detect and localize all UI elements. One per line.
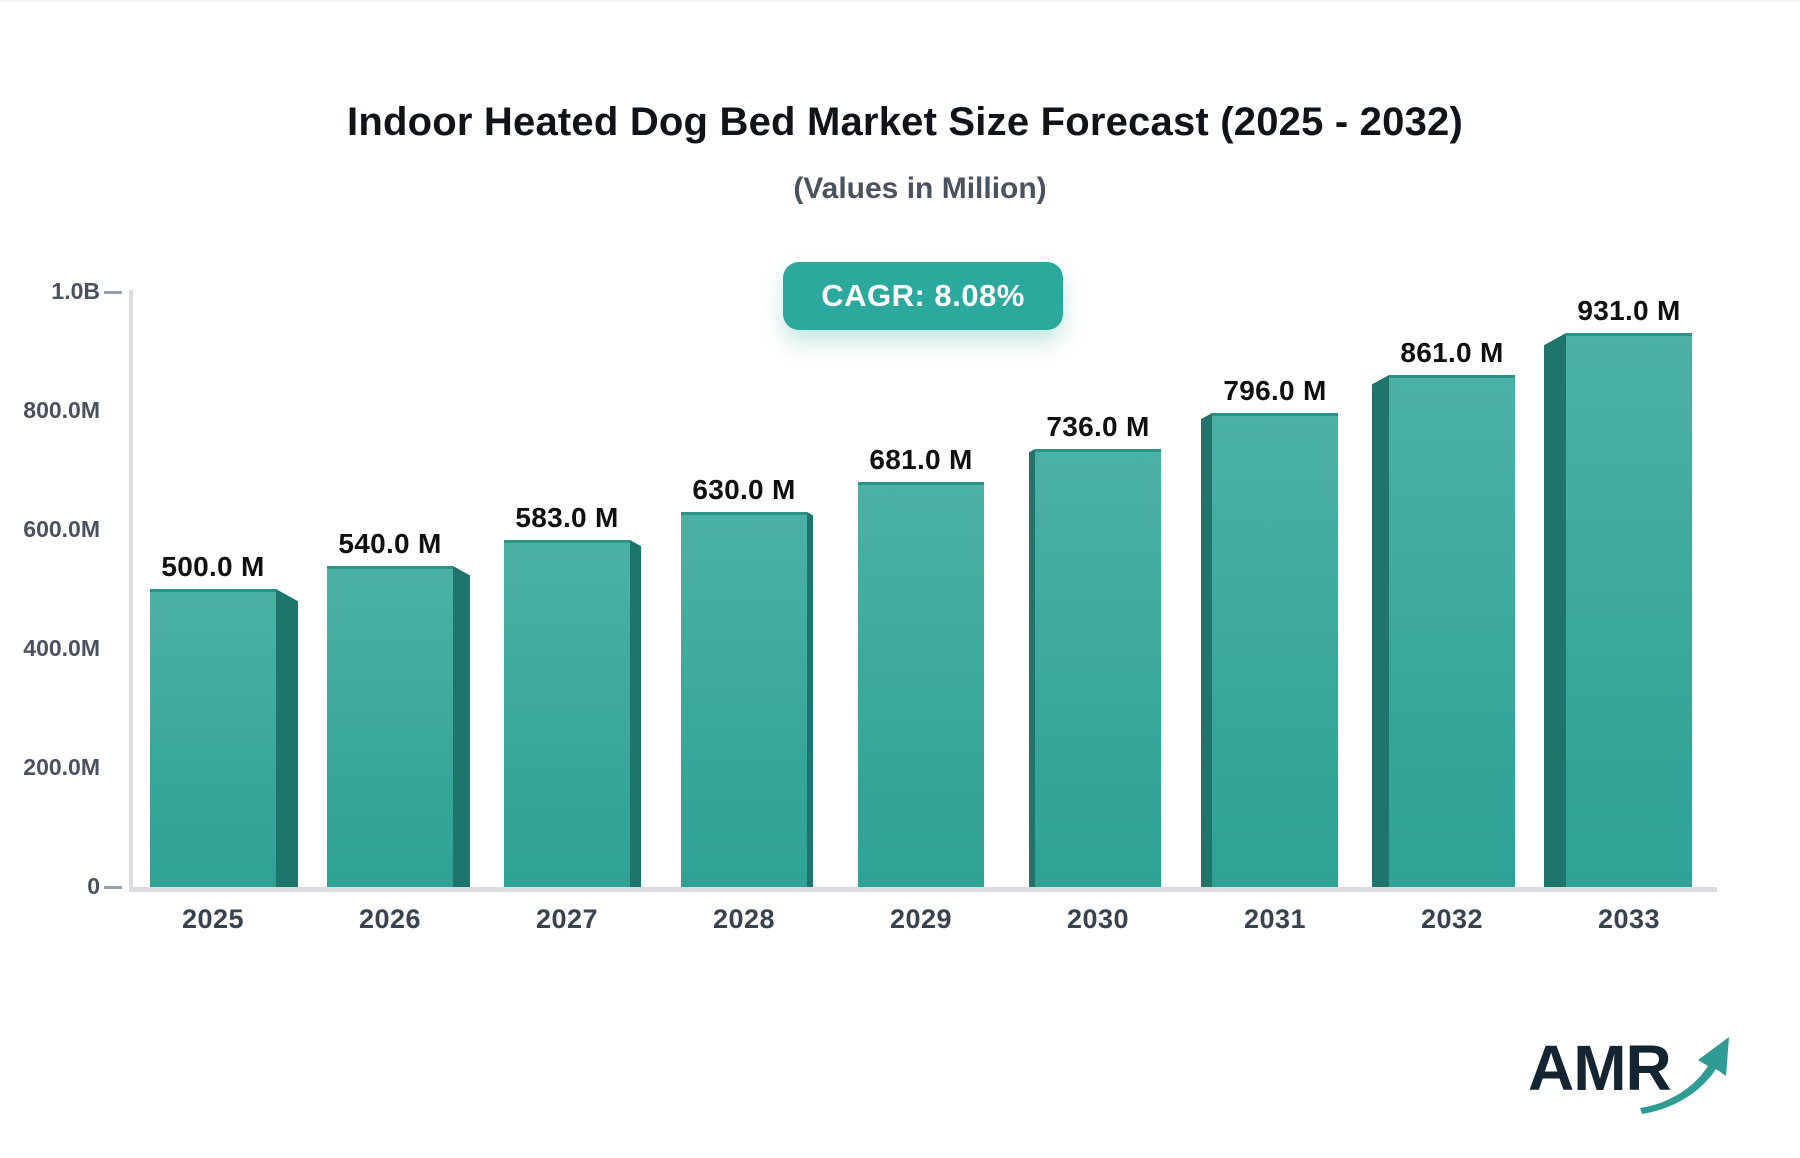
bar-side-face <box>630 540 641 887</box>
bar-front-face <box>1566 333 1692 887</box>
x-tick-label-2029: 2029 <box>889 904 953 934</box>
bar-2029: 681.0 M <box>858 292 984 887</box>
bar-side-face <box>1201 413 1212 887</box>
growth-arrow-icon <box>1640 1037 1729 1114</box>
plot-area: 500.0 M 540.0 M 583.0 M 630.0 M 681.0 M 736.0… <box>129 292 1729 887</box>
x-tick-label-2032: 2032 <box>1420 904 1484 934</box>
y-tick-dash <box>104 291 122 294</box>
amr-logo-text: AMR <box>1528 1032 1672 1104</box>
cagr-badge-label: CAGR: 8.08% <box>821 278 1025 313</box>
cagr-badge: CAGR: 8.08% <box>783 262 1063 330</box>
bar-value-label: 681.0 M <box>869 444 973 475</box>
bar-2026: 540.0 M <box>327 292 470 887</box>
y-tick-label: 200.0M <box>23 754 100 780</box>
bar-2025: 500.0 M <box>150 292 298 887</box>
x-tick-label-2025: 2025 <box>181 904 245 934</box>
x-axis-line <box>129 887 1717 892</box>
amr-logo: AMR <box>1528 1024 1738 1124</box>
y-tick-label: 1.0B <box>51 278 100 304</box>
bar-value-label: 736.0 M <box>1046 411 1150 442</box>
x-tick-label-2030: 2030 <box>1066 904 1130 934</box>
bar-front-face <box>1389 375 1515 887</box>
bar-side-face <box>1372 375 1389 887</box>
bar-value-label: 540.0 M <box>338 528 442 559</box>
bar-side-face <box>276 589 298 887</box>
bar-value-label: 583.0 M <box>515 502 619 533</box>
bar-value-label: 931.0 M <box>1577 295 1681 326</box>
bar-front-face <box>858 482 984 887</box>
bar-front-face <box>327 566 453 887</box>
y-tick-label: 0 <box>87 873 100 899</box>
bar-front-face <box>681 512 807 887</box>
bar-front-face <box>1212 413 1338 887</box>
x-tick-label-2026: 2026 <box>358 904 422 934</box>
bar-side-face <box>453 566 470 887</box>
bar-2030: 736.0 M <box>1029 292 1161 887</box>
bar-value-label: 796.0 M <box>1223 375 1327 406</box>
bar-value-label: 500.0 M <box>161 551 265 582</box>
page-title: Indoor Heated Dog Bed Market Size Foreca… <box>347 100 1463 144</box>
bar-side-face <box>807 512 813 887</box>
x-tick-label-2027: 2027 <box>535 904 599 934</box>
bar-front-face <box>150 589 276 887</box>
bar-2028: 630.0 M <box>681 292 813 887</box>
y-tick-label: 400.0M <box>23 635 100 661</box>
bar-2033: 931.0 M <box>1544 292 1692 887</box>
bar-2027: 583.0 M <box>504 292 641 887</box>
y-tick-dash <box>104 886 122 889</box>
page-subtitle: (Values in Million) <box>793 172 1047 205</box>
bar-front-face <box>1035 449 1161 887</box>
x-tick-label-2031: 2031 <box>1243 904 1307 934</box>
bar-front-face <box>504 540 630 887</box>
bar-2031: 796.0 M <box>1201 292 1338 887</box>
x-tick-label-2028: 2028 <box>712 904 776 934</box>
y-tick-label: 600.0M <box>23 516 100 542</box>
y-tick-label: 800.0M <box>23 397 100 423</box>
bar-value-label: 630.0 M <box>692 474 796 505</box>
y-axis-line <box>129 290 133 892</box>
bar-2032: 861.0 M <box>1372 292 1515 887</box>
bar-value-label: 861.0 M <box>1400 337 1504 368</box>
bar-side-face <box>1544 333 1566 887</box>
x-tick-label-2033: 2033 <box>1597 904 1661 934</box>
